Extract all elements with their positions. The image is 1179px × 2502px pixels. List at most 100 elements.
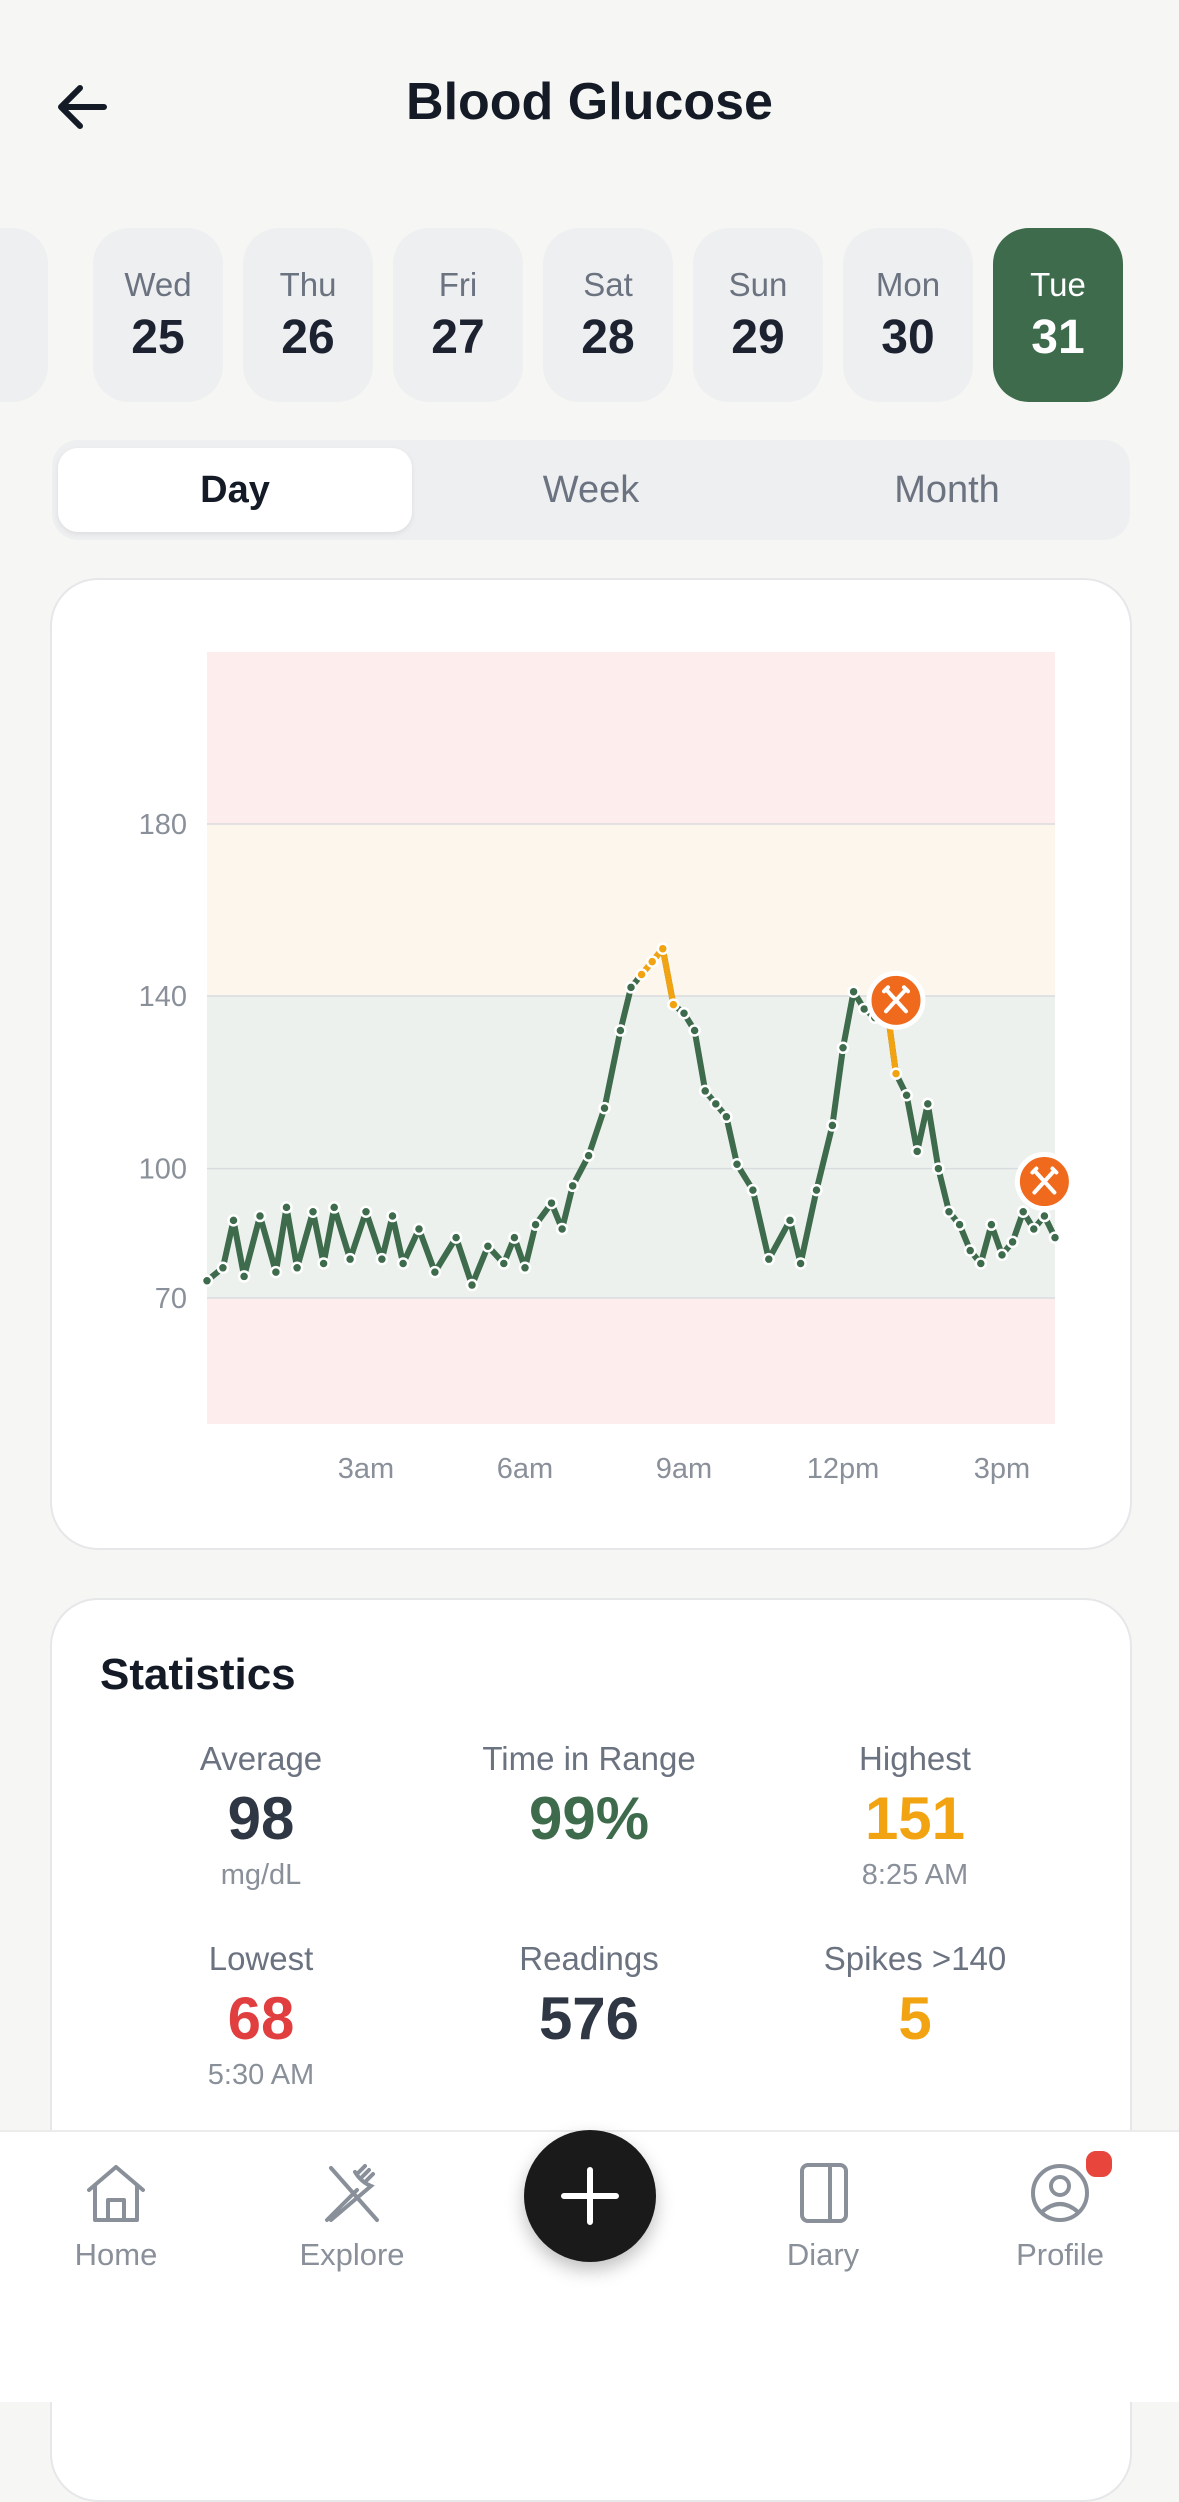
glucose-point [449,1231,463,1244]
range-segmented-control: Day Week Month [52,440,1130,540]
date-chip[interactable]: Sat 28 [543,228,673,402]
home-icon [87,2165,145,2222]
glucose-spike-segment [638,945,677,1008]
glucose-point [783,1214,797,1227]
glucose-point [508,1231,521,1244]
glucose-point [317,1257,330,1270]
glucose-point [1038,1209,1051,1223]
glucose-point [836,1041,850,1055]
date-chip[interactable]: Sun 29 [693,228,823,402]
glucose-point [656,942,670,955]
glucose-point [227,1214,240,1227]
glucose-point [566,1179,579,1193]
stat-value: 576 [538,1985,640,2052]
glucose-point [545,1196,558,1210]
glucose-point [529,1218,542,1231]
stat-label: Spikes >140 [823,1940,1007,1977]
stat-label: Time in Range [482,1740,696,1777]
glucose-point [963,1244,977,1257]
back-arrow-icon[interactable] [52,76,114,138]
glucose-point [497,1257,511,1270]
glucose-point [953,1218,966,1231]
stat-lowest: Lowest 68 5:30 AM [101,1940,421,2092]
glucose-point [720,1110,733,1124]
chart-y-tick-label: 140 [139,981,187,1013]
date-chip-day: Thu [279,266,337,303]
glucose-chart: 180 140 100 70 3am 6am 9am 12pm 3pm [139,652,1074,1485]
meal-marker-icon[interactable] [1014,1152,1074,1212]
glucose-point [746,1183,760,1197]
tab-month[interactable]: Month [894,469,1000,511]
date-chip-date: 26 [281,311,335,364]
chart-band [207,824,1055,996]
glucose-point [974,1257,988,1270]
date-chip[interactable]: Mon 30 [843,228,973,402]
stat-readings: Readings 576 [429,1940,749,2053]
date-chip-partial[interactable] [0,228,48,402]
date-strip[interactable]: Wed 25 Thu 26 Fri 27 Sat 28 Sun 29 Mon 3… [0,228,1179,408]
glucose-point [688,1024,701,1037]
stat-spikes: Spikes >140 5 [755,1940,1075,2053]
glucose-point [428,1265,442,1279]
stat-label: Highest [859,1740,971,1777]
date-chip[interactable]: Wed 25 [93,228,223,402]
date-chip-day: Wed [124,266,192,303]
glucose-point [582,1149,595,1162]
add-entry-button[interactable] [524,2130,656,2262]
nav-diary[interactable]: Diary [733,2160,913,2273]
notification-badge [1083,2148,1115,2180]
glucose-point [794,1257,807,1270]
stat-label: Readings [519,1940,659,1977]
user-circle-icon [1031,2164,1089,2222]
glucose-point [1006,1235,1019,1249]
glucose-point [645,955,659,968]
glucose-point [386,1209,399,1223]
date-chip-selected[interactable]: Tue 31 [993,228,1123,402]
glucose-point [730,1158,744,1171]
chart-band [207,996,1055,1298]
stat-value: 99% [528,1785,650,1852]
glucose-point [359,1205,373,1218]
glucose-point [762,1252,776,1266]
glucose-point [698,1084,712,1098]
date-chip[interactable]: Thu 26 [243,228,373,402]
date-chip-day: Sat [583,266,633,303]
chart-y-tick-label: 100 [139,1154,187,1186]
plus-icon [561,2167,619,2225]
glucose-point [200,1274,214,1287]
date-chip-date: 29 [731,311,785,364]
glucose-point [889,1067,903,1080]
date-chip[interactable]: Fri 27 [393,228,523,402]
glucose-point [306,1205,320,1218]
date-chip-date: 31 [1031,311,1085,364]
glucose-point [412,1222,426,1236]
glucose-point [910,1145,924,1158]
glucose-point [847,985,860,998]
glucose-point [1048,1231,1062,1244]
stat-label: Lowest [208,1940,314,1977]
glucose-point [216,1261,230,1275]
nav-label: Profile [1016,2237,1104,2272]
date-chip-day: Tue [1030,266,1086,303]
tab-day[interactable]: Day [58,448,412,532]
stat-value: 98 [227,1785,295,1852]
chart-x-tick-label: 6am [497,1453,553,1485]
book-icon [800,2163,848,2223]
glucose-point [667,998,680,1011]
nav-label: Explore [299,2237,405,2272]
glucose-point [598,1101,611,1115]
meal-marker-icon[interactable] [866,970,926,1030]
stat-time: 8:25 AM [861,1859,969,1891]
glucose-point [921,1097,935,1111]
nav-explore[interactable]: Explore [262,2160,442,2273]
glucose-point [624,981,638,994]
tab-week[interactable]: Week [542,469,640,511]
glucose-point [327,1201,341,1214]
nav-home[interactable]: Home [26,2160,206,2273]
chart-y-tick-label: 70 [155,1283,187,1315]
nav-label: Diary [786,2237,860,2272]
glucose-point [481,1239,495,1253]
nav-profile[interactable]: Profile [970,2160,1150,2273]
page-title: Blood Glucose [406,73,773,131]
glucose-point [555,1222,569,1236]
